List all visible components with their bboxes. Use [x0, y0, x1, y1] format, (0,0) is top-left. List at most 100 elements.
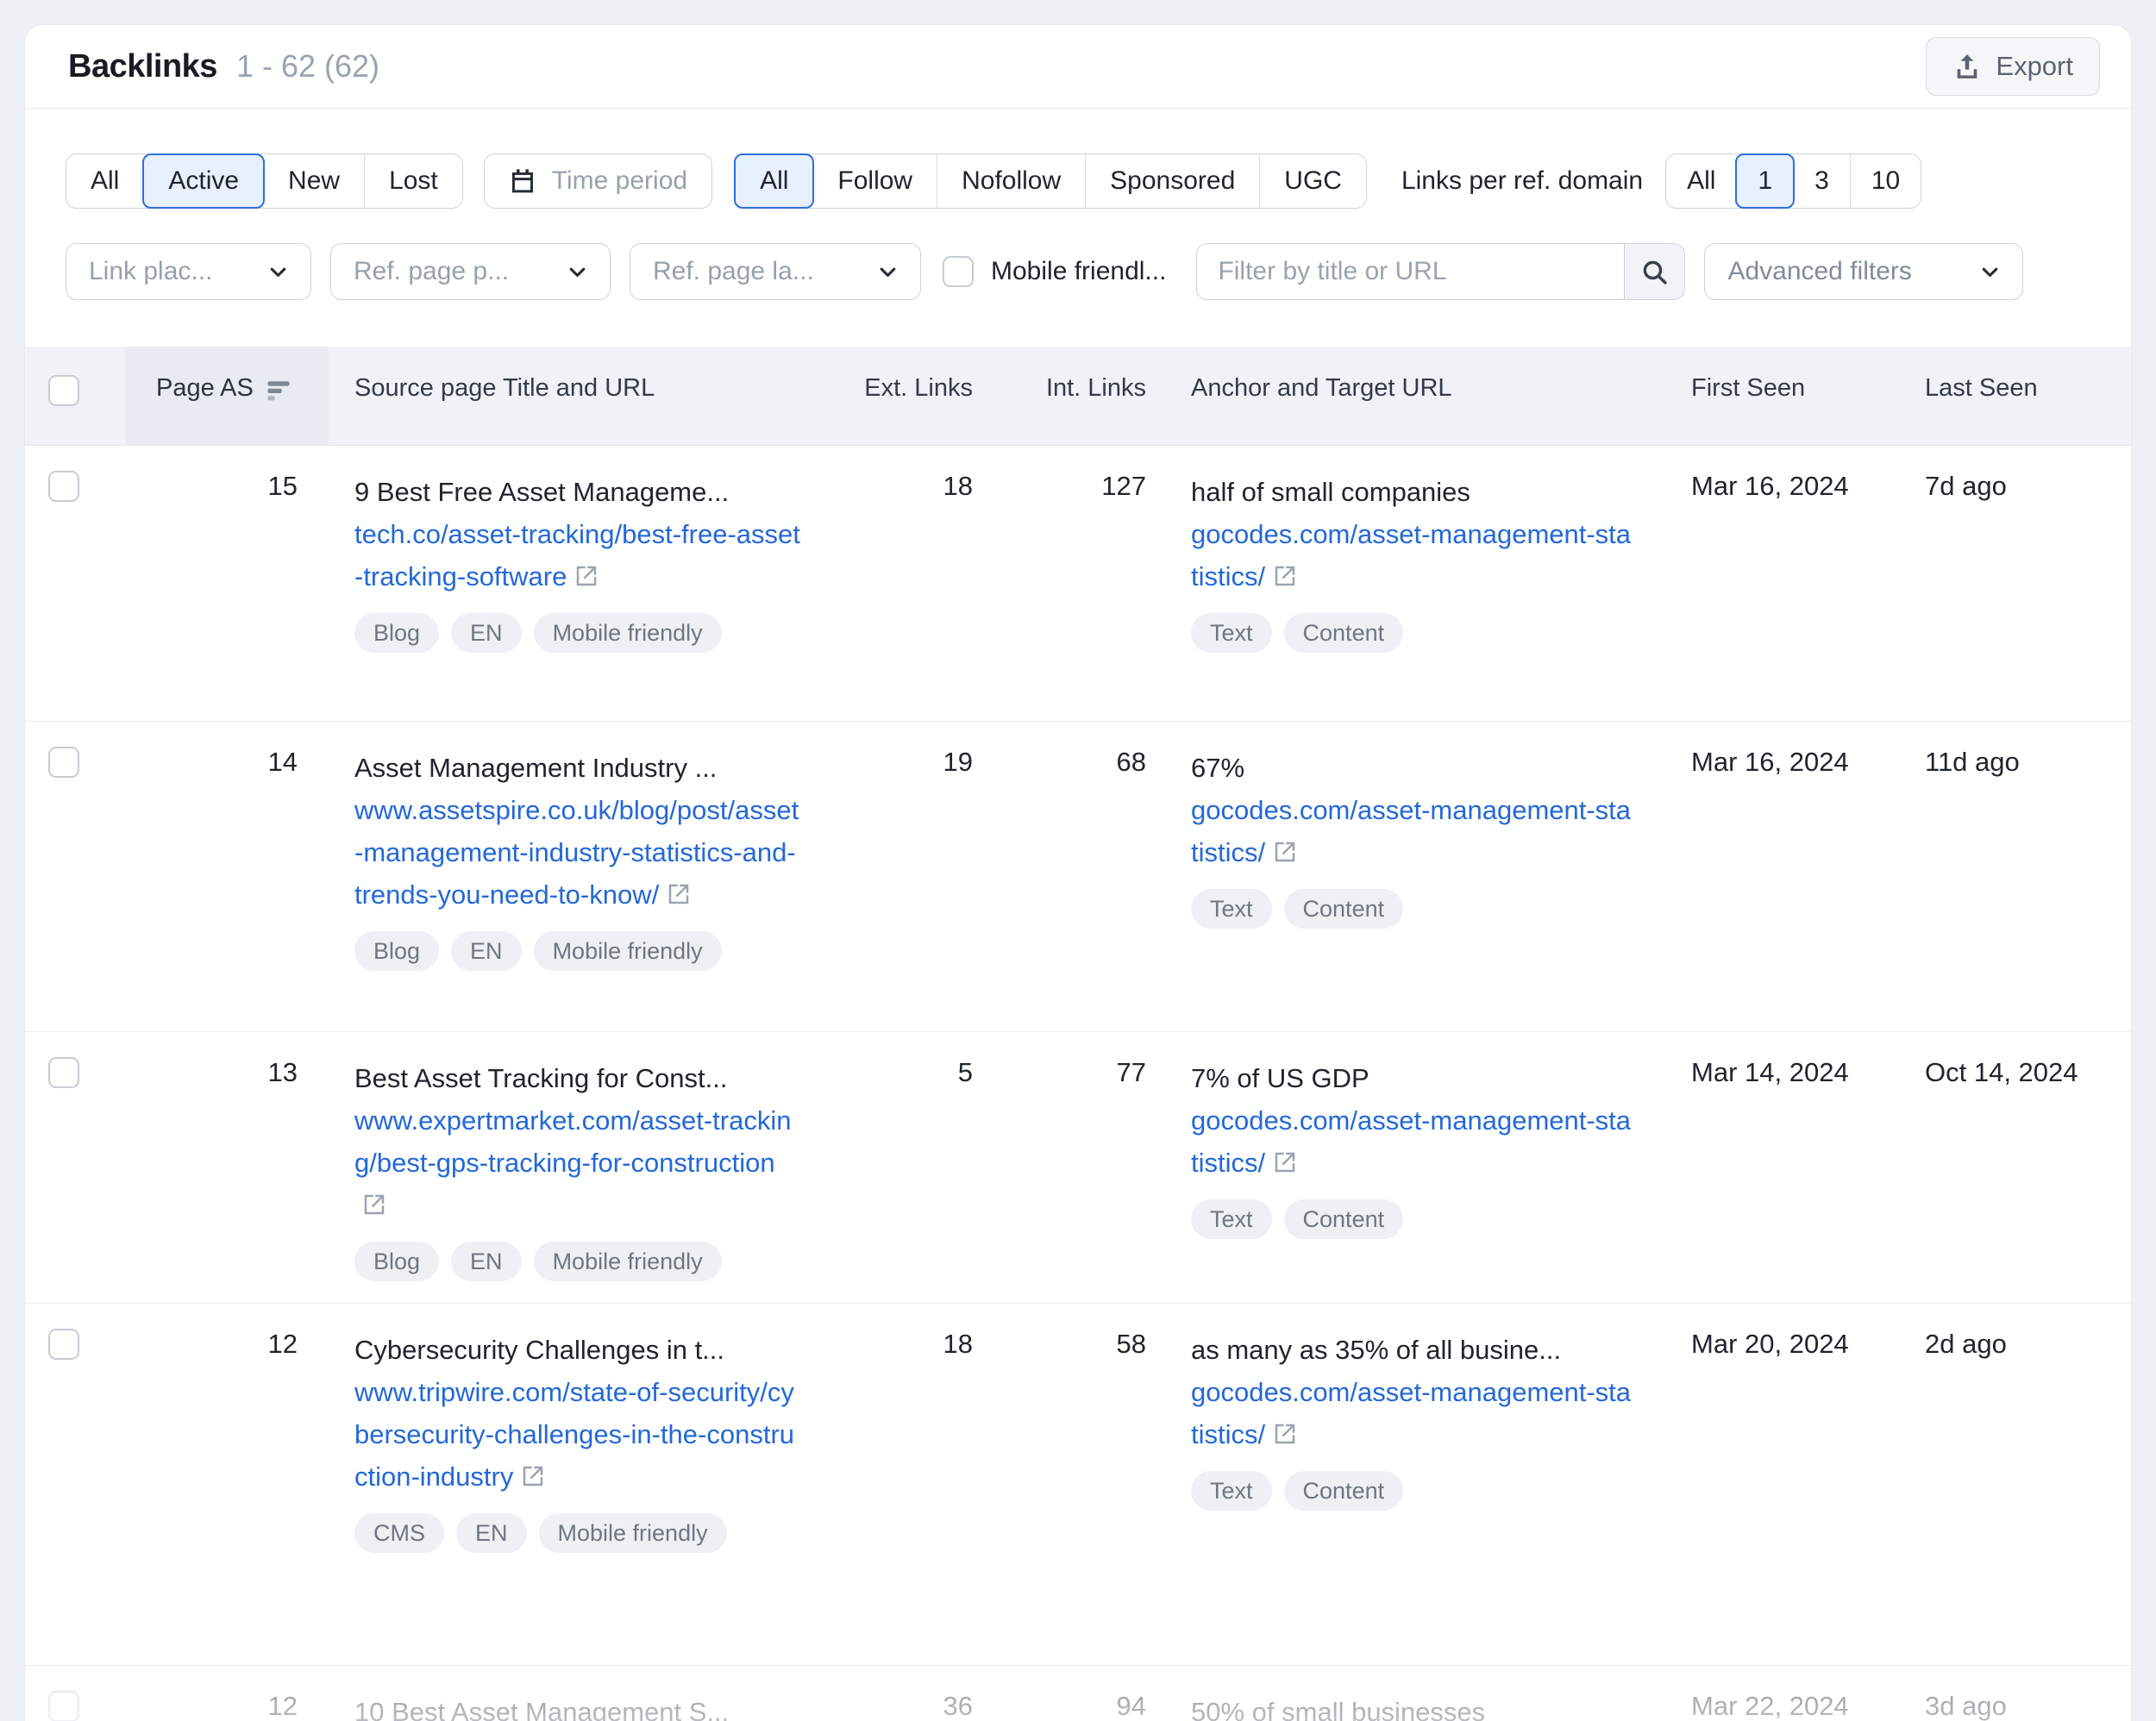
column-header-last-seen[interactable]: Last Seen	[1925, 374, 2038, 402]
tag-mobile-friendly: Mobile friendly	[533, 931, 722, 971]
tag-blog: Blog	[354, 1242, 440, 1281]
tag-cms: CMS	[354, 1513, 444, 1553]
last-seen-value: Oct 14, 2024	[1925, 1057, 2078, 1087]
anchor-tags: Text Content	[1191, 613, 1635, 653]
advanced-filters-label: Advanced filters	[1727, 257, 1912, 285]
column-header-ext-links[interactable]: Ext. Links	[864, 374, 973, 402]
tag-language: EN	[451, 931, 522, 971]
source-url-link[interactable]: tech.co/asset-tracking/best-free-asset-t…	[354, 519, 800, 591]
page-as-value: 15	[267, 471, 298, 501]
export-button[interactable]: Export	[1926, 37, 2100, 96]
mobile-friendly-label: Mobile friendl...	[991, 257, 1167, 285]
external-link-icon	[1272, 1421, 1298, 1447]
int-links-value: 58	[1116, 1329, 1146, 1359]
table-row: 14 Asset Management Industry ... www.ass…	[25, 722, 2131, 1032]
ext-links-value: 18	[943, 1329, 973, 1359]
select-all-checkbox[interactable]	[48, 375, 79, 406]
table-row: 12 Cybersecurity Challenges in t... www.…	[25, 1304, 2131, 1666]
mobile-friendly-checkbox[interactable]	[943, 256, 974, 287]
chevron-down-icon	[566, 260, 589, 284]
follow-filter-nofollow[interactable]: Nofollow	[937, 154, 1085, 208]
follow-filter-group: All Follow Nofollow Sponsored UGC	[734, 153, 1367, 209]
target-url-link[interactable]: gocodes.com/asset-management-statistics/	[1191, 795, 1632, 867]
follow-filter-follow[interactable]: Follow	[813, 154, 937, 208]
ref-page-platform-label: Ref. page p...	[354, 257, 510, 285]
advanced-filters-dropdown[interactable]: Advanced filters	[1704, 243, 2024, 300]
chevron-down-icon	[266, 260, 290, 284]
target-url-link[interactable]: gocodes.com/asset-management-statistics/	[1191, 519, 1632, 591]
source-url-link[interactable]: www.expertmarket.com/asset-tracking/best…	[354, 1105, 791, 1220]
row-checkbox[interactable]	[48, 747, 79, 778]
last-seen-value: 3d ago	[1925, 1691, 2007, 1721]
source-title: 10 Best Asset Management S...	[354, 1697, 730, 1721]
source-tags: Blog EN Mobile friendly	[354, 931, 803, 971]
source-url-link[interactable]: www.tripwire.com/state-of-security/cyber…	[354, 1377, 795, 1492]
link-placement-label: Link plac...	[89, 257, 213, 285]
int-links-value: 127	[1101, 471, 1146, 501]
column-header-first-seen[interactable]: First Seen	[1691, 374, 1806, 402]
first-seen-value: Mar 16, 2024	[1691, 747, 1849, 777]
follow-filter-sponsored[interactable]: Sponsored	[1085, 154, 1259, 208]
status-filter-group: All Active New Lost	[66, 153, 463, 209]
chevron-down-icon	[876, 260, 899, 284]
int-links-value: 68	[1116, 747, 1146, 777]
row-checkbox[interactable]	[48, 1691, 79, 1721]
filters-toolbar: All Active New Lost Time period All Foll…	[25, 109, 2131, 347]
external-link-icon	[1272, 839, 1298, 865]
links-per-domain-3[interactable]: 3	[1794, 154, 1850, 208]
source-title: Asset Management Industry ...	[354, 753, 718, 783]
target-url-link[interactable]: gocodes.com/asset-management-statistics/	[1191, 1377, 1632, 1449]
anchor-tags: Text Content	[1191, 889, 1635, 929]
links-per-domain-1[interactable]: 1	[1735, 153, 1796, 209]
page-as-header-label: Page AS	[156, 374, 254, 402]
row-checkbox[interactable]	[48, 1057, 79, 1088]
status-filter-active[interactable]: Active	[142, 153, 266, 209]
ext-links-value: 19	[943, 747, 973, 777]
calendar-icon	[509, 167, 536, 195]
source-tags: Blog EN Mobile friendly	[354, 613, 803, 653]
anchor-tags: Text Content	[1191, 1471, 1635, 1511]
links-per-domain-all[interactable]: All	[1666, 154, 1736, 208]
search-icon	[1640, 258, 1669, 286]
links-per-domain-label: Links per ref. domain	[1401, 166, 1644, 195]
last-seen-value: 11d ago	[1925, 747, 2020, 777]
tag-language: EN	[451, 613, 522, 653]
time-period-label: Time period	[551, 166, 688, 195]
follow-filter-ugc[interactable]: UGC	[1259, 154, 1366, 208]
tag-content: Content	[1283, 1471, 1404, 1511]
row-checkbox[interactable]	[48, 1329, 79, 1360]
tag-text: Text	[1191, 889, 1272, 929]
time-period-button[interactable]: Time period	[483, 153, 713, 209]
sort-desc-icon	[266, 378, 291, 404]
tag-content: Content	[1283, 1199, 1404, 1239]
link-placement-dropdown[interactable]: Link plac...	[66, 243, 311, 300]
anchor-text: 50% of small businesses	[1191, 1697, 1486, 1721]
column-header-page-as[interactable]: Page AS	[126, 347, 329, 445]
tag-language: EN	[451, 1242, 522, 1281]
ref-page-platform-dropdown[interactable]: Ref. page p...	[330, 243, 611, 300]
tag-mobile-friendly: Mobile friendly	[533, 613, 722, 653]
search-button[interactable]	[1624, 244, 1685, 299]
tag-mobile-friendly: Mobile friendly	[538, 1513, 727, 1553]
links-per-domain-10[interactable]: 10	[1849, 154, 1921, 208]
page-as-value: 12	[267, 1691, 298, 1721]
source-url-link[interactable]: www.assetspire.co.uk/blog/post/asset-man…	[354, 795, 799, 910]
search-input[interactable]	[1197, 244, 1625, 299]
table-body: 15 9 Best Free Asset Manageme... tech.co…	[25, 446, 2131, 1721]
backlinks-panel: Backlinks 1 - 62 (62) Export All Active …	[24, 24, 2132, 1721]
status-filter-all[interactable]: All	[66, 154, 143, 208]
column-header-int-links[interactable]: Int. Links	[1045, 374, 1146, 402]
status-filter-new[interactable]: New	[264, 154, 364, 208]
ref-page-language-dropdown[interactable]: Ref. page la...	[630, 243, 921, 300]
follow-filter-all[interactable]: All	[734, 153, 815, 209]
source-title: Cybersecurity Challenges in t...	[354, 1335, 725, 1365]
external-link-icon	[1272, 1149, 1298, 1175]
row-checkbox[interactable]	[48, 471, 79, 502]
status-filter-lost[interactable]: Lost	[364, 154, 462, 208]
external-link-icon	[666, 881, 692, 907]
source-title: 9 Best Free Asset Manageme...	[354, 477, 730, 507]
mobile-friendly-filter[interactable]: Mobile friendl...	[943, 256, 1166, 287]
first-seen-value: Mar 22, 2024	[1691, 1691, 1849, 1721]
target-url-link[interactable]: gocodes.com/asset-management-statistics/	[1191, 1105, 1632, 1178]
anchor-text: 7% of US GDP	[1191, 1063, 1369, 1093]
